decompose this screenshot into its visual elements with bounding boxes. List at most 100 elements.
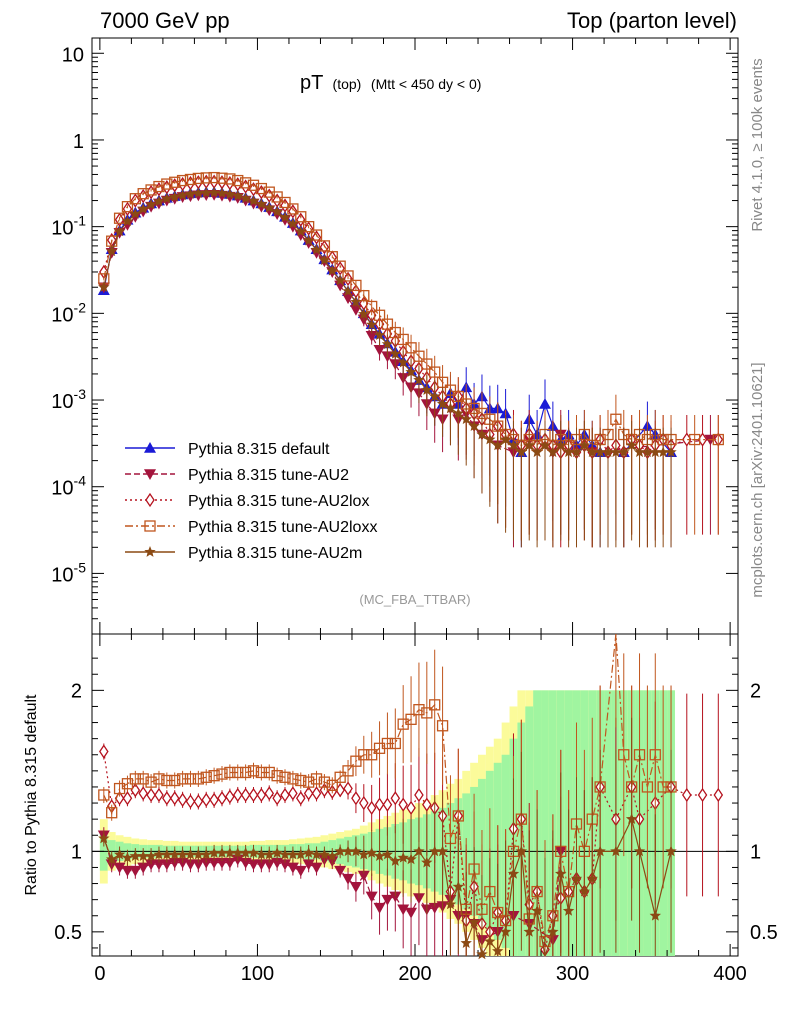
ratio-point-au2m	[239, 847, 252, 858]
ratio-point-au2lox	[185, 794, 196, 809]
point-au2m	[232, 189, 244, 201]
point-au2loxx	[421, 358, 433, 370]
ratio-point-au2m	[436, 845, 449, 857]
point-au2loxx	[200, 172, 212, 184]
ratio-point-au2m	[247, 847, 260, 858]
point-au2m	[350, 296, 362, 307]
ratio-point-au2loxx	[381, 737, 394, 750]
ratio-point-au2m	[302, 847, 315, 858]
point-au2m	[247, 194, 260, 206]
series-au2loxx	[98, 171, 724, 541]
ratio-point-au2loxx	[389, 737, 401, 750]
x-tick-label: 200	[398, 963, 431, 985]
point-au2m	[366, 318, 378, 330]
point-au2loxx	[121, 201, 134, 213]
legend-marker	[144, 546, 156, 557]
ratio-point-au2lox	[311, 786, 322, 801]
ratio-point-au2m	[271, 847, 283, 858]
header-right: Top (parton level)	[567, 8, 737, 33]
ratio-point-au2m	[224, 847, 236, 858]
ratio-point-au2m	[531, 904, 543, 916]
ratio-point-au2	[373, 902, 386, 914]
analysis-label: (MC_FBA_TTBAR)	[359, 592, 470, 607]
ratio-point-au2lox	[374, 797, 385, 812]
ratio-point-au2	[192, 859, 205, 871]
ratio-point-au2	[113, 862, 126, 874]
point-au2m	[216, 187, 228, 199]
ratio-point-au2	[145, 859, 158, 871]
series-layer	[97, 171, 724, 548]
ratio-point-au2m	[570, 872, 583, 884]
ratio-point-au2	[310, 862, 323, 874]
ratio-point-au2m	[287, 848, 299, 860]
x-tick-label: 300	[556, 963, 589, 985]
point-au2m	[397, 356, 409, 368]
ratio-point-au2lox	[390, 791, 401, 806]
ratio-point-au2m	[176, 848, 189, 860]
ratio-point-au2lox	[382, 797, 393, 812]
point-au2m	[452, 407, 464, 419]
point-au2m	[302, 234, 315, 246]
ratio-point-au2loxx	[295, 774, 307, 787]
ratio-point-au2m	[649, 909, 661, 921]
ratio-point-au2loxx	[366, 749, 378, 761]
point-au2m	[295, 225, 307, 237]
point-au2loxx	[137, 188, 149, 200]
ratio-point-au2loxx	[350, 755, 362, 767]
ratio-point-au2loxx	[200, 771, 212, 783]
point-au2m	[413, 374, 425, 385]
x-tick-label: 400	[713, 963, 746, 985]
ratio-point-au2m	[200, 848, 212, 860]
point-au2	[342, 293, 355, 305]
ratio-point-au2loxx	[98, 789, 110, 801]
ratio-point-au2m	[633, 845, 646, 857]
point-au2m	[468, 420, 480, 431]
point-au2m	[515, 446, 528, 458]
legend-marker	[144, 520, 156, 532]
point-au2loxx	[287, 203, 299, 215]
point-au2	[247, 198, 260, 210]
point-au2loxx	[381, 318, 394, 330]
point-au2loxx	[318, 240, 331, 252]
point-au2loxx	[192, 172, 205, 185]
ratio-point-au2	[397, 904, 410, 916]
legend-marker	[144, 469, 156, 480]
side-label-rivet: Rivet 4.1.0, ≥ 100k events	[749, 58, 766, 231]
ratio-point-au2lox	[264, 786, 275, 801]
ratio-point-au2m	[113, 848, 126, 860]
ratio-point-au2m	[421, 856, 433, 868]
point-au2loxx	[310, 229, 323, 241]
ratio-point-au2	[247, 859, 260, 871]
ratio-point-au2	[168, 857, 181, 869]
line-au2	[103, 194, 711, 454]
point-au2loxx	[153, 180, 165, 193]
point-au2	[255, 201, 268, 213]
ratio-point-au2m	[460, 937, 472, 948]
point-au2loxx	[689, 433, 701, 446]
ratio-point-au2lox	[122, 791, 133, 806]
ratio-point-au2	[255, 859, 268, 871]
ratio-point-au2lox	[351, 791, 361, 806]
ratio-point-au2loxx	[436, 720, 449, 732]
ratio-point-au2loxx	[224, 766, 236, 779]
point-au2loxx	[350, 279, 362, 292]
ratio-point-au2lox	[256, 787, 267, 803]
chart-title: pT (top) (Mtt < 450 dy < 0)	[300, 72, 481, 94]
band-green-bin	[604, 690, 612, 956]
legend-label: Pythia 8.315 tune-AU2	[188, 467, 349, 484]
ratio-point-au2	[223, 857, 236, 869]
legend-marker	[145, 492, 155, 508]
point-au2m	[547, 446, 559, 458]
ratio-point-au2loxx	[255, 766, 268, 779]
chart-title-main: pT	[300, 72, 323, 94]
ratio-point-au2m	[586, 872, 598, 884]
ratio-point-au2lox	[288, 786, 298, 801]
ratio-point-au2m	[625, 813, 638, 824]
y-tick-label: 10-5	[51, 559, 86, 586]
ratio-point-au2lox	[343, 781, 353, 796]
point-au2m	[192, 187, 205, 199]
point-au2m	[279, 211, 291, 223]
legend-label: Pythia 8.315 tune-AU2m	[188, 545, 362, 562]
legend: Pythia 8.315 default Pythia 8.315 tune-AU…	[125, 441, 377, 562]
ratio-point-au2lox	[280, 787, 290, 803]
